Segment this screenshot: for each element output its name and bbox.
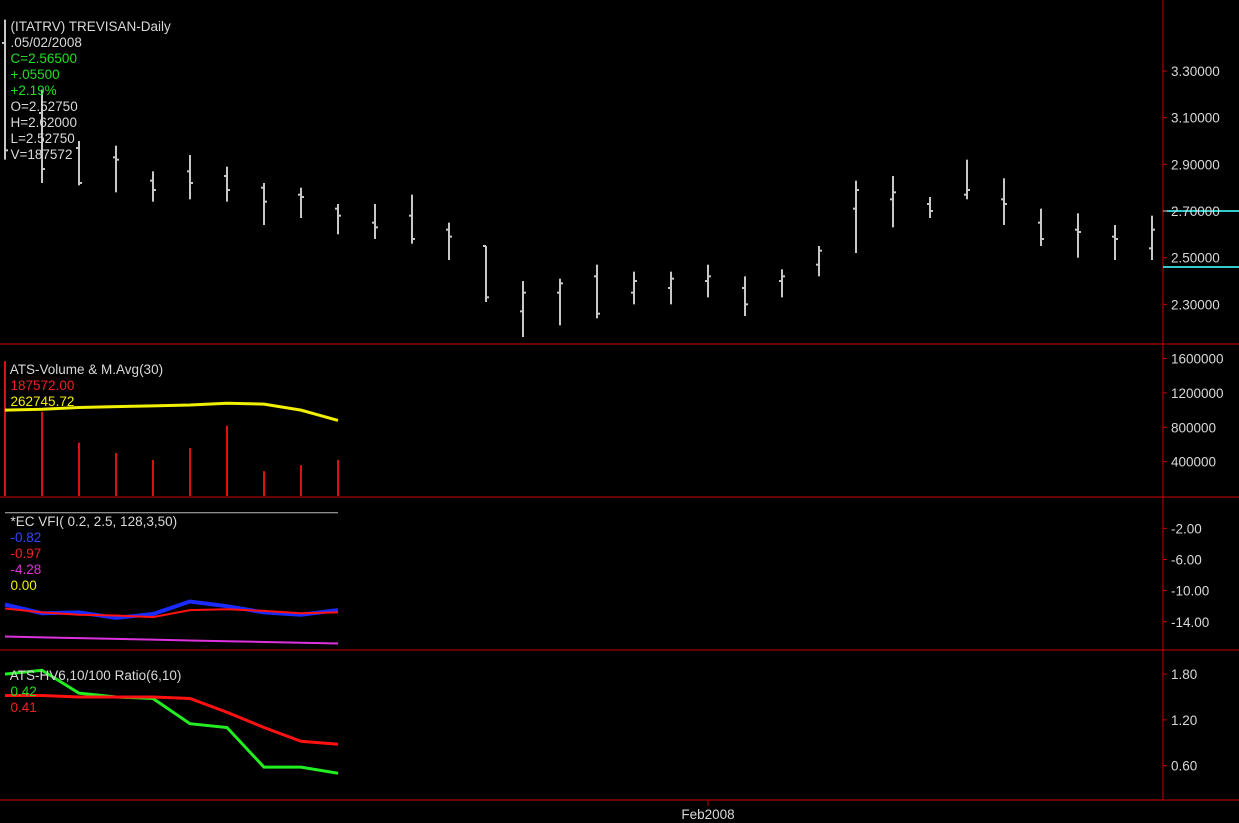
hv-value-red: 0.41 [10, 700, 37, 715]
open-label: O=2.52750 [10, 99, 78, 114]
vfi-value-red: -0.97 [10, 546, 42, 561]
volume-tick-label: 800000 [1171, 420, 1216, 435]
change-label: +.05500 [10, 67, 60, 82]
price-bar [705, 264, 711, 298]
low-label: L=2.52750 [10, 131, 75, 146]
price-bar [446, 222, 452, 260]
price-bar [594, 264, 600, 319]
hv-value-green: 0.42 [10, 684, 37, 699]
price-bar [779, 269, 785, 298]
vfi-tick-label: -14.00 [1171, 615, 1209, 630]
price-bar [224, 166, 230, 202]
vfi-tick-label: -10.00 [1171, 584, 1209, 599]
hv-green-line [4, 668, 339, 775]
price-bar [742, 276, 748, 316]
price-bar [1001, 178, 1007, 225]
price-tick-label: 2.90000 [1171, 157, 1220, 172]
hv-red-line [5, 693, 339, 746]
vfi-tick-label: -2.00 [1171, 521, 1202, 536]
price-tick-label: 3.30000 [1171, 64, 1220, 79]
price-bar [853, 180, 859, 253]
price-bar [372, 204, 378, 239]
vfi-indicator-label: *EC VFI( 0.2, 2.5, 128,3,50) [10, 514, 178, 529]
hv-tick-label: 0.60 [1171, 759, 1197, 774]
vfi-magenta-line [4, 635, 339, 645]
volume-tick-label: 400000 [1171, 455, 1216, 470]
price-bar [39, 89, 45, 183]
vfi-tick-label: -6.00 [1171, 552, 1202, 567]
volume-header: ATS-Volume & M.Avg(30) 187572.00 262745.… [3, 346, 170, 410]
price-tick-label: 2.70000 [1171, 204, 1220, 219]
price-bar [890, 176, 896, 228]
vfi-panel [4, 512, 339, 645]
vfi-blue-line [4, 599, 339, 620]
volume-value: 187572.00 [10, 378, 75, 393]
price-bar [335, 204, 341, 235]
price-bar [668, 271, 674, 305]
price-bar [927, 197, 933, 218]
price-tick-label: 3.10000 [1171, 111, 1220, 126]
price-bar [1149, 215, 1155, 260]
price-bar [187, 155, 193, 200]
price-bar [1038, 208, 1044, 246]
price-bar [409, 194, 415, 244]
volume-avg-value: 262745.72 [10, 394, 75, 409]
vfi-value-magenta: -4.28 [10, 562, 42, 577]
price-panel [2, 19, 1239, 337]
volume-indicator-label: ATS-Volume & M.Avg(30) [9, 362, 164, 377]
price-bar [631, 271, 637, 305]
date-axis-label: Feb2008 [681, 807, 734, 822]
vfi-header: *EC VFI( 0.2, 2.5, 128,3,50) -0.82 -0.97… [3, 498, 184, 594]
hv-panel [4, 668, 339, 775]
high-label: H=2.62000 [10, 115, 77, 130]
vfi-value-zero: 0.00 [10, 578, 37, 593]
price-tick-label: 2.30000 [1171, 297, 1220, 312]
price-bar [1112, 225, 1118, 260]
price-bar [1075, 213, 1081, 258]
price-bar [76, 141, 82, 186]
hv-tick-label: 1.20 [1171, 713, 1197, 728]
change-pct-label: +2.19% [10, 83, 57, 98]
vfi-value-blue: -0.82 [10, 530, 42, 545]
volume-tick-label: 1600000 [1171, 352, 1224, 367]
volume-moving-average-line [4, 401, 339, 422]
hv-header: ATS-HV6,10/100 Ratio(6,10) 0.42 0.41 [3, 652, 188, 716]
price-bar [816, 246, 822, 277]
price-bar [964, 159, 970, 200]
price-bar [520, 281, 526, 337]
volume-label: V=187572 [10, 147, 73, 162]
price-header: (ITATRV) TREVISAN-Daily .05/02/2008 C=2.… [3, 3, 178, 163]
close-label: C=2.56500 [10, 51, 77, 66]
price-bar [483, 245, 489, 302]
price-bar [113, 145, 119, 193]
vfi-red-line [4, 607, 339, 619]
price-bar [2, 19, 8, 160]
symbol-label: (ITATRV) TREVISAN-Daily [10, 19, 171, 34]
price-bar [261, 183, 267, 225]
volume-tick-label: 1200000 [1171, 386, 1224, 401]
date-label: .05/02/2008 [10, 35, 82, 50]
price-tick-label: 2.50000 [1171, 251, 1220, 266]
price-bar [298, 187, 304, 218]
hv-indicator-label: ATS-HV6,10/100 Ratio(6,10) [9, 668, 182, 683]
hv-tick-label: 1.80 [1171, 667, 1197, 682]
volume-panel [4, 361, 339, 496]
price-bar [557, 278, 563, 326]
price-bar [150, 171, 156, 202]
